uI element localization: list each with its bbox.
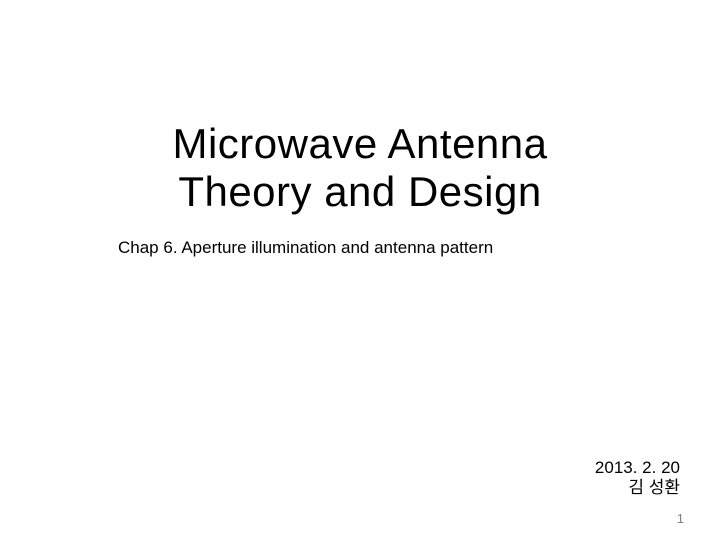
page-number: 1 <box>677 511 684 526</box>
slide-title: Microwave Antenna Theory and Design <box>0 120 720 217</box>
title-line-1: Microwave Antenna <box>172 120 547 167</box>
slide-subtitle: Chap 6. Aperture illumination and antenn… <box>118 238 493 258</box>
slide: Microwave Antenna Theory and Design Chap… <box>0 0 720 540</box>
title-line-2: Theory and Design <box>178 168 541 215</box>
slide-author: 김 성환 <box>628 473 680 498</box>
